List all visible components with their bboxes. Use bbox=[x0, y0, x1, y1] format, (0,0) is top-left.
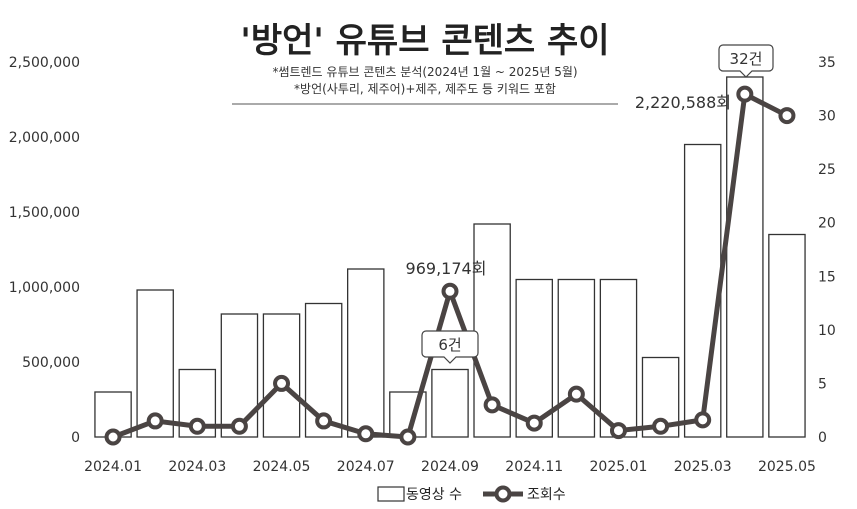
left-tick-label: 2,500,000 bbox=[9, 55, 80, 71]
x-tick-label: 2024.03 bbox=[168, 459, 226, 475]
left-tick-label: 2,000,000 bbox=[9, 130, 80, 146]
line-point bbox=[399, 428, 417, 446]
x-tick-label: 2025.05 bbox=[758, 459, 816, 475]
line-point bbox=[315, 412, 333, 430]
right-tick-label: 30 bbox=[818, 109, 836, 125]
right-tick-label: 15 bbox=[818, 269, 836, 285]
annotation-sep-count: 6건 bbox=[438, 336, 461, 354]
x-tick-label: 2024.05 bbox=[253, 459, 311, 475]
x-tick-label: 2024.07 bbox=[337, 459, 395, 475]
line-series bbox=[104, 85, 796, 446]
legend: 동영상 수 조회수 bbox=[377, 485, 566, 503]
right-tick-label: 10 bbox=[818, 323, 836, 339]
left-tick-label: 1,000,000 bbox=[9, 280, 80, 296]
line-point bbox=[483, 396, 501, 414]
line-point bbox=[652, 417, 670, 435]
bar bbox=[431, 368, 469, 438]
x-tick-label: 2024.09 bbox=[421, 459, 479, 475]
annotation-sep-views: 969,174회 bbox=[406, 259, 487, 278]
line-point bbox=[567, 385, 585, 403]
bar bbox=[768, 233, 806, 438]
left-tick-label: 1,500,000 bbox=[9, 205, 80, 221]
annotation-apr-views: 2,220,588회 bbox=[635, 93, 731, 112]
line-point bbox=[778, 107, 796, 125]
legend-line-label: 조회수 bbox=[527, 487, 566, 503]
bar bbox=[726, 76, 764, 438]
legend-bar-label: 동영상 수 bbox=[406, 487, 462, 503]
right-tick-label: 20 bbox=[818, 216, 836, 232]
bar bbox=[515, 278, 553, 438]
line-point bbox=[357, 425, 375, 443]
right-tick-label: 25 bbox=[818, 162, 836, 178]
callout-apr-count-box bbox=[718, 44, 774, 78]
left-tick-label: 500,000 bbox=[22, 355, 80, 371]
right-axis: 0 5 10 15 20 25 30 35 bbox=[818, 55, 836, 446]
right-tick-label: 0 bbox=[818, 430, 827, 446]
legend-line-marker bbox=[494, 485, 512, 503]
left-axis: 0 500,000 1,000,000 1,500,000 2,000,000 2,500… bbox=[9, 55, 80, 446]
bar bbox=[347, 268, 385, 438]
chart-subtitle-2: *방언(사투리, 제주어)+제주, 제주도 등 키워드 포함 bbox=[294, 82, 556, 96]
bar-series bbox=[94, 76, 806, 438]
annotations: 969,174회 6건 2,220,588회 32건 bbox=[406, 44, 774, 364]
callout-apr-count: 32건 bbox=[718, 44, 774, 78]
x-tick-label: 2024.11 bbox=[505, 459, 563, 475]
line-point bbox=[230, 417, 248, 435]
callout-sep-count-box bbox=[421, 330, 479, 364]
line-point bbox=[104, 428, 122, 446]
bar bbox=[683, 143, 722, 438]
annotation-apr-count: 32건 bbox=[730, 50, 763, 68]
line-point bbox=[694, 411, 712, 429]
bar bbox=[557, 278, 596, 438]
callout-sep-count: 6건 bbox=[421, 330, 479, 364]
line-point bbox=[441, 282, 459, 300]
right-tick-label: 35 bbox=[818, 55, 836, 71]
line-point bbox=[146, 412, 164, 430]
x-tick-label: 2024.01 bbox=[84, 459, 142, 475]
line-point bbox=[273, 374, 291, 392]
line-point bbox=[736, 85, 754, 103]
right-tick-label: 5 bbox=[818, 376, 827, 392]
bar bbox=[599, 278, 638, 438]
legend-bar-swatch bbox=[377, 486, 405, 502]
x-tick-label: 2025.01 bbox=[590, 459, 648, 475]
x-tick-label: 2025.03 bbox=[674, 459, 732, 475]
line-point bbox=[609, 422, 627, 440]
line-point bbox=[525, 414, 543, 432]
line-point bbox=[188, 417, 206, 435]
left-tick-label: 0 bbox=[71, 430, 80, 446]
chart-title: '방언' 유튜브 콘텐츠 추이 bbox=[240, 21, 609, 61]
x-axis: 2024.01 2024.03 2024.05 2024.07 2024.09 2024.… bbox=[84, 459, 816, 475]
chart-subtitle-1: *썸트렌드 유튜브 콘텐츠 분석(2024년 1월 ~ 2025년 5월) bbox=[272, 65, 577, 79]
